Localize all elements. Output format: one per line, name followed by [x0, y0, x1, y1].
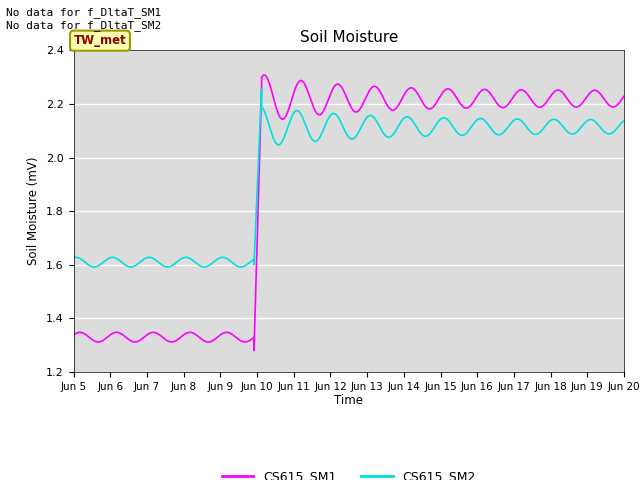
CS615_SM2: [136, 259, 144, 265]
CS615_SM1: [241, 339, 248, 345]
CS615_SM2: [241, 263, 249, 269]
Line: CS615_SM2: CS615_SM2: [74, 89, 624, 267]
Legend: CS615_SM1, CS615_SM2: CS615_SM1, CS615_SM2: [217, 465, 481, 480]
Y-axis label: Soil Moisture (mV): Soil Moisture (mV): [28, 157, 40, 265]
Line: CS615_SM1: CS615_SM1: [74, 75, 624, 350]
CS615_SM2: [135, 260, 143, 265]
CS615_SM1: [104, 334, 112, 339]
CS615_SM1: [260, 72, 268, 78]
X-axis label: Time: Time: [334, 395, 364, 408]
CS615_SM1: [70, 332, 77, 338]
CS615_SM1: [451, 91, 458, 97]
Text: TW_met: TW_met: [74, 34, 126, 47]
CS615_SM1: [136, 337, 143, 343]
CS615_SM1: [135, 338, 143, 344]
CS615_SM2: [90, 264, 98, 270]
CS615_SM1: [250, 348, 258, 353]
CS615_SM2: [495, 132, 503, 138]
CS615_SM2: [258, 86, 266, 92]
CS615_SM2: [104, 255, 112, 261]
Title: Soil Moisture: Soil Moisture: [300, 30, 398, 45]
CS615_SM2: [451, 126, 458, 132]
CS615_SM2: [620, 118, 628, 124]
CS615_SM2: [70, 255, 77, 261]
CS615_SM1: [495, 103, 503, 108]
Text: No data for f_DltaT_SM1
No data for f_DltaT_SM2: No data for f_DltaT_SM1 No data for f_Dl…: [6, 7, 162, 31]
CS615_SM1: [620, 93, 628, 99]
